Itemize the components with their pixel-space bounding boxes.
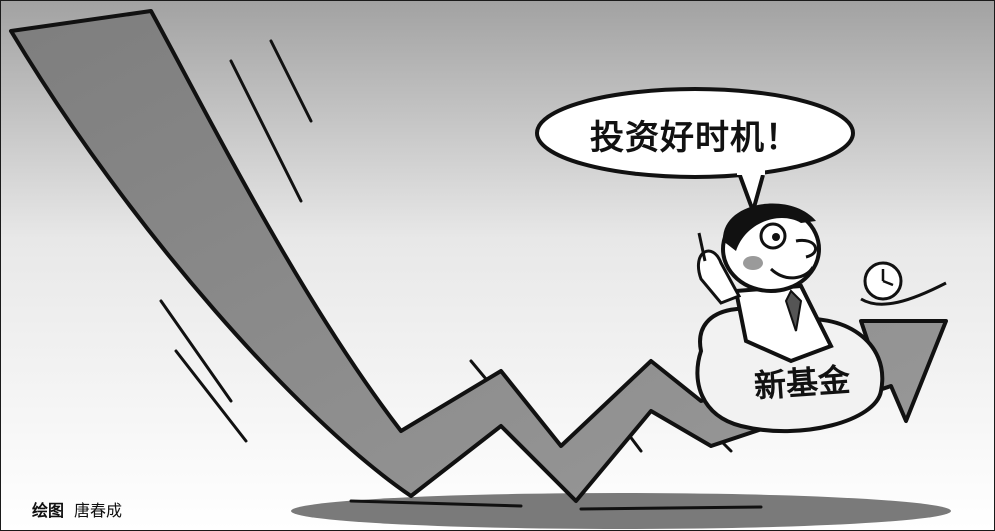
investor-character — [697, 203, 834, 364]
credit-label: 绘图 — [32, 501, 65, 520]
ground-shadow — [291, 493, 951, 529]
trend-arrow — [9, 9, 948, 503]
speech-bubble-text: 投资好时机！ — [590, 117, 800, 158]
speech-bubble — [535, 87, 855, 213]
credit-artist-name: 唐春成 — [74, 501, 123, 520]
clock-icon — [860, 261, 947, 306]
speed-lines — [159, 39, 763, 511]
illustration-credit: 绘图 唐春成 — [32, 497, 122, 521]
